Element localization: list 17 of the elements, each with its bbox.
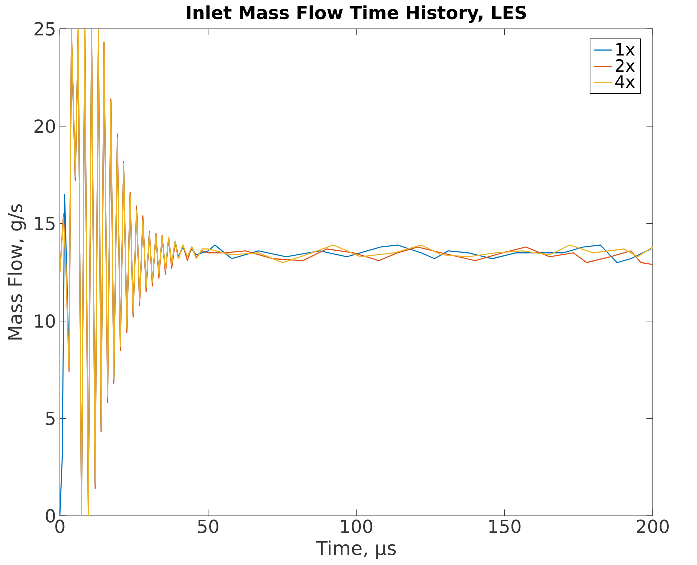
x-tick-label: 50 bbox=[198, 520, 219, 534]
y-tick-label: 5 bbox=[46, 412, 55, 426]
legend-label: 1x bbox=[616, 43, 635, 56]
legend-label: 4x bbox=[616, 76, 635, 88]
x-tick-label: 200 bbox=[637, 520, 669, 534]
y-tick-label: 0 bbox=[46, 509, 56, 523]
legend-label: 2x bbox=[616, 60, 635, 72]
y-axis-title: Mass Flow, g/s bbox=[8, 204, 26, 340]
x-tick-label: 150 bbox=[490, 520, 521, 534]
x-tick-label: 0 bbox=[56, 520, 65, 534]
x-tick-label: 100 bbox=[341, 520, 373, 534]
chart-title: Inlet Mass Flow Time History, LES bbox=[187, 6, 526, 24]
y-tick-label: 10 bbox=[35, 314, 56, 328]
y-tick-label: 20 bbox=[34, 120, 56, 134]
y-tick-label: 25 bbox=[34, 22, 55, 36]
y-tick-label: 15 bbox=[35, 217, 55, 231]
x-axis-title: Time, μs bbox=[316, 540, 396, 560]
